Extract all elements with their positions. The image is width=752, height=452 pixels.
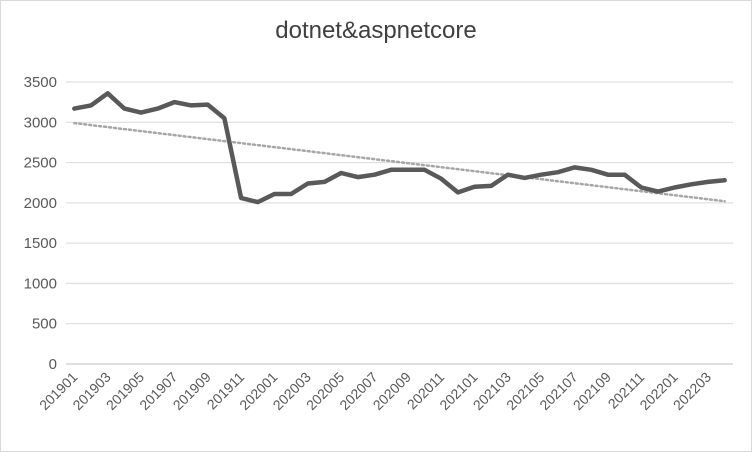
y-tick-label: 2500 <box>24 155 57 172</box>
y-tick-label: 3000 <box>24 114 57 131</box>
series-layer <box>72 91 727 205</box>
x-tick-label: 202109 <box>570 369 614 413</box>
y-tick-label: 1500 <box>24 235 57 252</box>
series-line <box>72 91 727 205</box>
y-tick-label: 3500 <box>24 74 57 91</box>
y-tick-label: 0 <box>49 356 57 373</box>
trendline-layer <box>73 121 726 203</box>
x-tick-label: 201909 <box>170 369 214 413</box>
x-axis-tick-labels: 2019012019032019052019072019092019112020… <box>36 369 714 413</box>
gridlines <box>66 81 733 365</box>
x-tick-label: 202009 <box>370 369 414 413</box>
y-tick-label: 2000 <box>24 195 57 212</box>
y-tick-label: 1000 <box>24 275 57 292</box>
trendline <box>73 121 726 203</box>
x-tick-label: 202203 <box>670 369 714 413</box>
y-tick-label: 500 <box>32 316 57 333</box>
chart-title: dotnet&aspnetcore <box>275 17 477 44</box>
y-axis-tick-labels: 0 500 1000 1500 2000 2500 3000 3500 <box>24 74 57 373</box>
